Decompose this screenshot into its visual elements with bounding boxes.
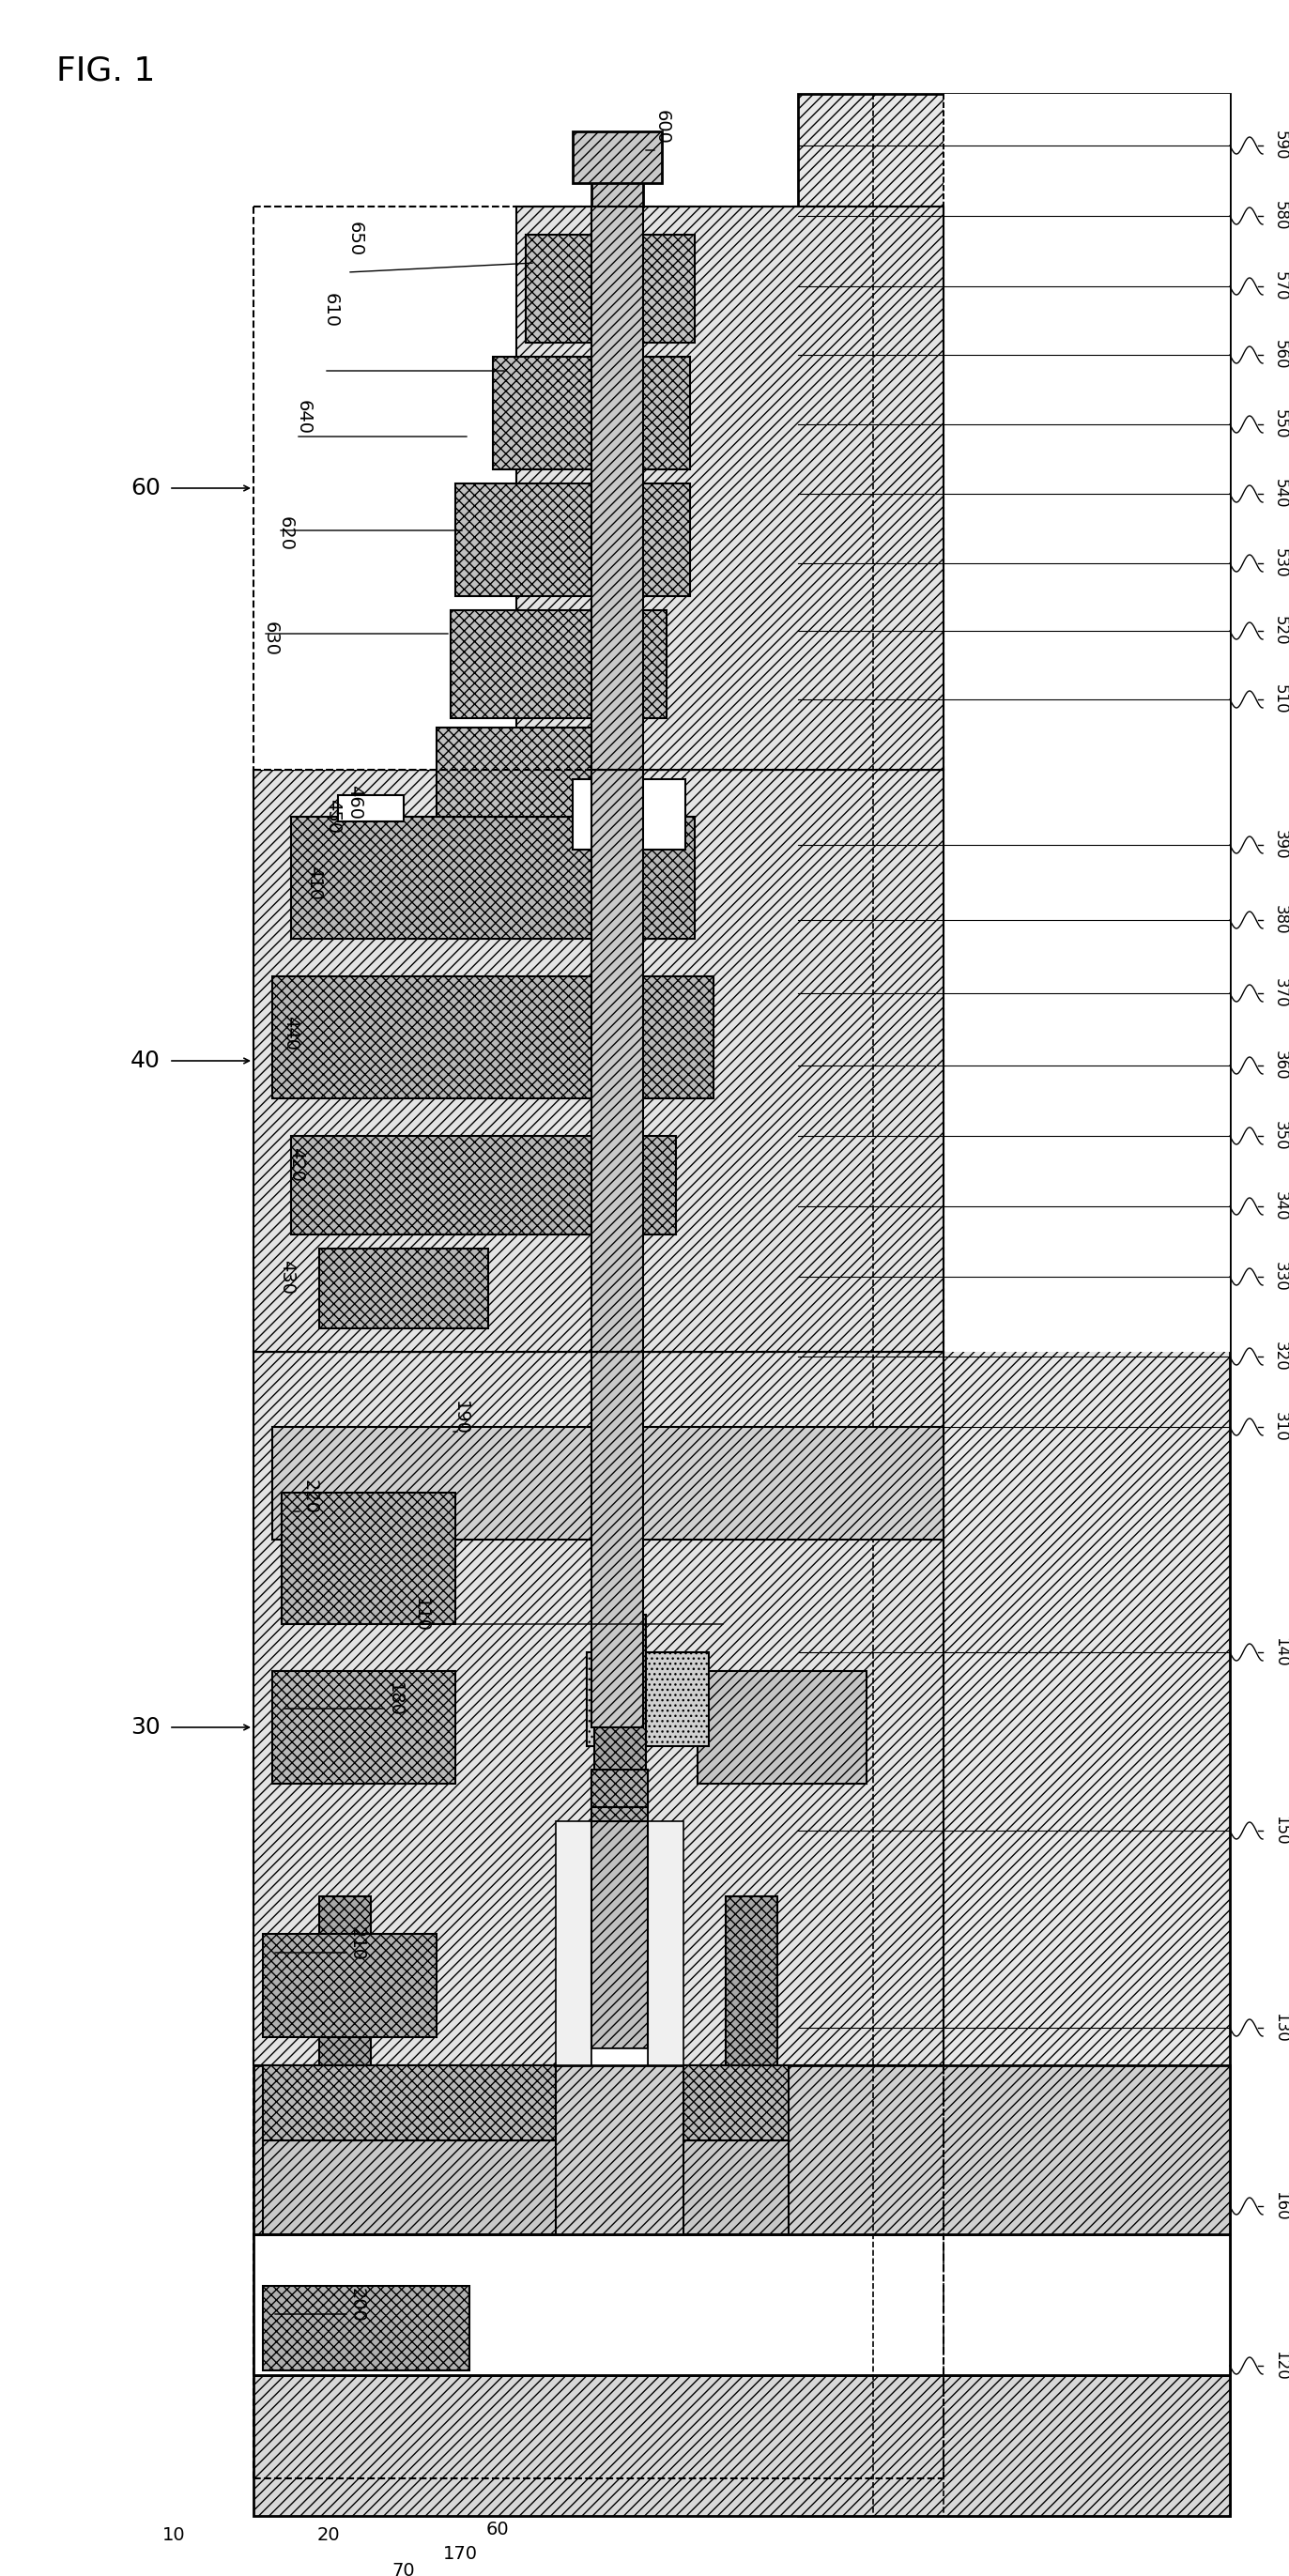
Bar [648, 1821, 683, 2066]
Bar [517, 206, 944, 770]
Text: 430: 430 [278, 1260, 296, 1293]
Text: 10: 10 [162, 2527, 186, 2543]
Text: 570: 570 [1272, 270, 1289, 301]
Text: 610: 610 [321, 294, 339, 327]
Text: 310: 310 [1272, 1412, 1289, 1443]
Text: 140: 140 [1272, 1638, 1289, 1667]
Text: 460: 460 [345, 786, 363, 819]
Bar [592, 144, 643, 206]
Bar [526, 234, 695, 343]
Bar [455, 484, 690, 595]
Bar [254, 2375, 1230, 2517]
Bar [726, 1896, 777, 2066]
Text: 60: 60 [130, 477, 160, 500]
Bar [338, 796, 403, 822]
Bar [683, 2066, 789, 2141]
Bar [272, 1672, 455, 1783]
Text: FIG. 1: FIG. 1 [57, 54, 155, 88]
Bar [320, 1896, 371, 2066]
Text: 60: 60 [486, 2522, 509, 2540]
Text: 130: 130 [1272, 2012, 1289, 2043]
Bar [451, 611, 666, 719]
Text: 190: 190 [451, 1401, 469, 1435]
Bar [254, 1352, 944, 2066]
Text: 590: 590 [1272, 131, 1289, 160]
Text: 390: 390 [1272, 829, 1289, 860]
Text: 120: 120 [1272, 2352, 1289, 2380]
Text: 370: 370 [1272, 979, 1289, 1007]
Bar [254, 206, 944, 770]
Text: 320: 320 [1272, 1342, 1289, 1370]
Text: 220: 220 [300, 1481, 318, 1515]
Text: 200: 200 [348, 2287, 366, 2321]
Bar [592, 1352, 643, 1728]
Bar [592, 1770, 648, 1808]
Text: 560: 560 [1272, 340, 1289, 368]
Text: 600: 600 [654, 108, 670, 144]
Text: 440: 440 [282, 1015, 300, 1051]
Text: 20: 20 [317, 2527, 340, 2543]
Text: 30: 30 [130, 1716, 160, 1739]
Text: 620: 620 [276, 515, 294, 551]
Bar [683, 2141, 789, 2233]
Bar [586, 1651, 709, 1747]
Text: 110: 110 [411, 1597, 429, 1633]
Text: 640: 640 [294, 399, 312, 435]
Text: 410: 410 [305, 866, 324, 899]
Bar [798, 93, 1230, 2517]
Bar [572, 778, 686, 850]
Text: 510: 510 [1272, 685, 1289, 714]
Bar [572, 131, 661, 183]
Bar [592, 1821, 648, 2048]
Bar [944, 93, 1230, 1352]
Bar [556, 1821, 592, 2066]
Bar [944, 93, 1230, 1352]
Text: 40: 40 [130, 1048, 160, 1072]
Text: 550: 550 [1272, 410, 1289, 438]
Bar [272, 1427, 944, 1540]
Text: 540: 540 [1272, 479, 1289, 507]
Bar [492, 355, 690, 469]
Bar [263, 2141, 556, 2233]
Bar [385, 817, 572, 938]
Text: 450: 450 [325, 799, 342, 835]
Text: 330: 330 [1272, 1262, 1289, 1291]
Bar [437, 726, 634, 817]
Text: 160: 160 [1272, 2192, 1289, 2221]
Bar [291, 1136, 675, 1234]
Bar [291, 817, 695, 938]
Text: 70: 70 [392, 2561, 415, 2576]
Text: 360: 360 [1272, 1051, 1289, 1079]
Bar [697, 1672, 866, 1783]
Bar [592, 1770, 648, 1821]
Text: 650: 650 [345, 222, 363, 258]
Text: 170: 170 [442, 2545, 477, 2563]
Bar [263, 2285, 469, 2370]
Text: 150: 150 [1272, 1816, 1289, 1844]
Bar [281, 1492, 455, 1623]
Text: 380: 380 [1272, 904, 1289, 935]
Bar [254, 770, 944, 1352]
Bar [254, 2066, 1230, 2233]
Bar [272, 976, 714, 1097]
Bar [385, 976, 592, 1097]
Text: 420: 420 [287, 1146, 305, 1182]
Text: 530: 530 [1272, 549, 1289, 577]
Bar [592, 2048, 648, 2066]
Text: 180: 180 [385, 1682, 403, 1716]
Bar [592, 770, 643, 1352]
Bar [592, 206, 643, 770]
Text: 340: 340 [1272, 1193, 1289, 1221]
Bar [263, 1935, 437, 2038]
Bar [263, 2066, 556, 2141]
Bar [254, 2233, 1230, 2375]
Text: 580: 580 [1272, 201, 1289, 232]
Bar [594, 1615, 646, 1770]
Text: 350: 350 [1272, 1121, 1289, 1151]
Text: 630: 630 [262, 621, 280, 657]
Text: 520: 520 [1272, 616, 1289, 647]
Text: 210: 210 [348, 1927, 366, 1960]
Bar [320, 1249, 489, 1329]
